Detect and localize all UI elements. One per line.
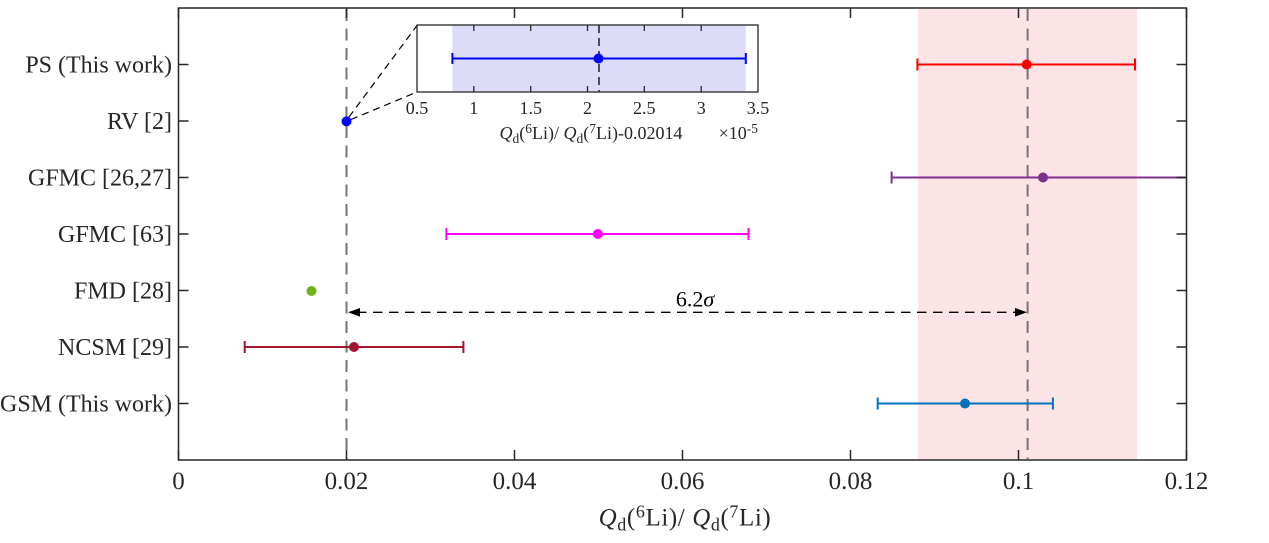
svg-text:0: 0 [172,468,185,495]
svg-text:0.06: 0.06 [661,468,705,495]
svg-text:0.12: 0.12 [1165,468,1209,495]
svg-text:FMD [28]: FMD [28] [74,279,172,305]
svg-text:Qd(6Li)/ Qd(7Li)-0.02014: Qd(6Li)/ Qd(7Li)-0.02014 [500,121,683,146]
svg-text:1: 1 [469,98,478,118]
svg-text:0.5: 0.5 [406,98,429,118]
svg-text:3: 3 [697,98,706,118]
svg-text:0.02: 0.02 [325,468,369,495]
svg-text:2.5: 2.5 [633,98,656,118]
svg-text:6.2σ: 6.2σ [676,287,716,312]
svg-text:RV [2]: RV [2] [107,109,172,135]
svg-text:0.1: 0.1 [1003,468,1034,495]
svg-text:0.08: 0.08 [829,468,873,495]
svg-text:GFMC [26,27]: GFMC [26,27] [28,166,172,192]
svg-text:3.5: 3.5 [747,98,770,118]
svg-text:NCSM [29]: NCSM [29] [58,335,172,361]
svg-text:0.04: 0.04 [493,468,537,495]
svg-text:PS (This work): PS (This work) [25,53,172,79]
svg-text:GFMC [63]: GFMC [63] [58,222,172,248]
svg-text:2: 2 [583,98,592,118]
svg-text:Qd(6Li)/ Qd(7Li): Qd(6Li)/ Qd(7Li) [599,502,772,535]
svg-text:1.5: 1.5 [519,98,542,118]
svg-text:×10-5: ×10-5 [719,121,759,143]
svg-text:GSM (This work): GSM (This work) [0,392,172,418]
